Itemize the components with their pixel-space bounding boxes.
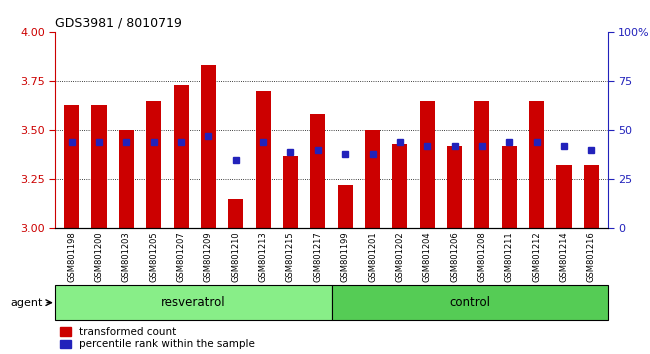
Bar bbox=[64, 104, 79, 228]
Text: control: control bbox=[449, 296, 490, 309]
Text: GSM801211: GSM801211 bbox=[505, 231, 514, 282]
Bar bbox=[283, 156, 298, 228]
Text: GSM801205: GSM801205 bbox=[150, 231, 158, 282]
Text: GSM801209: GSM801209 bbox=[204, 231, 213, 282]
Bar bbox=[447, 146, 462, 228]
Text: GSM801202: GSM801202 bbox=[395, 231, 404, 282]
Bar bbox=[201, 65, 216, 228]
Bar bbox=[529, 101, 544, 228]
Bar bbox=[332, 285, 608, 320]
Bar bbox=[174, 85, 188, 228]
Bar bbox=[420, 101, 435, 228]
Bar bbox=[556, 165, 571, 228]
Bar bbox=[146, 101, 161, 228]
Bar bbox=[228, 199, 243, 228]
Bar bbox=[365, 130, 380, 228]
Bar bbox=[92, 104, 107, 228]
Bar bbox=[584, 165, 599, 228]
Text: GSM801207: GSM801207 bbox=[177, 231, 185, 282]
Text: GSM801208: GSM801208 bbox=[478, 231, 486, 282]
Text: agent: agent bbox=[10, 298, 43, 308]
Bar bbox=[393, 144, 408, 228]
Text: GSM801217: GSM801217 bbox=[313, 231, 322, 282]
Text: GSM801210: GSM801210 bbox=[231, 231, 240, 282]
Text: GSM801201: GSM801201 bbox=[368, 231, 377, 282]
Text: GSM801213: GSM801213 bbox=[259, 231, 268, 282]
Text: GSM801214: GSM801214 bbox=[560, 231, 569, 282]
Bar bbox=[474, 101, 489, 228]
Text: GSM801199: GSM801199 bbox=[341, 231, 350, 282]
Bar bbox=[337, 185, 353, 228]
Text: GSM801200: GSM801200 bbox=[94, 231, 103, 282]
Bar bbox=[55, 285, 332, 320]
Text: GSM801215: GSM801215 bbox=[286, 231, 295, 282]
Text: resveratrol: resveratrol bbox=[161, 296, 226, 309]
Bar bbox=[310, 114, 326, 228]
Bar bbox=[119, 130, 134, 228]
Bar bbox=[502, 146, 517, 228]
Legend: transformed count, percentile rank within the sample: transformed count, percentile rank withi… bbox=[60, 327, 255, 349]
Text: GSM801216: GSM801216 bbox=[587, 231, 596, 282]
Text: GSM801206: GSM801206 bbox=[450, 231, 459, 282]
Bar bbox=[255, 91, 270, 228]
Text: GSM801203: GSM801203 bbox=[122, 231, 131, 282]
Text: GSM801198: GSM801198 bbox=[67, 231, 76, 282]
Text: GDS3981 / 8010719: GDS3981 / 8010719 bbox=[55, 16, 182, 29]
Text: GSM801212: GSM801212 bbox=[532, 231, 541, 282]
Text: GSM801204: GSM801204 bbox=[422, 231, 432, 282]
